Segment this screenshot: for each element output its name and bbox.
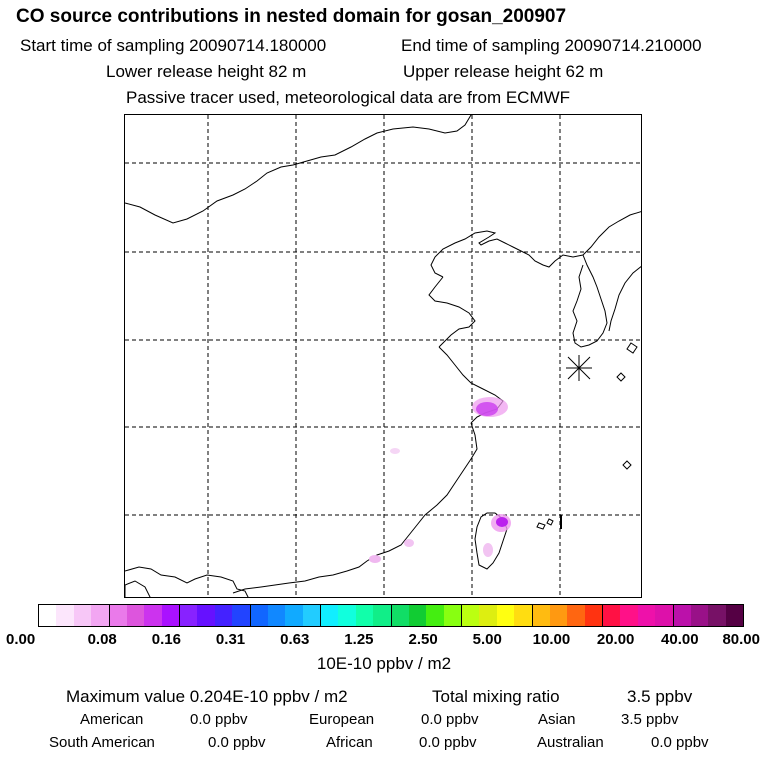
region-label: African [326, 734, 373, 751]
colorbar-segment [355, 605, 374, 626]
colorbar [38, 604, 744, 627]
region-label: European [309, 711, 375, 728]
plume-taiwan-inner [496, 517, 508, 527]
region-value: 0.0 ppbv [651, 734, 709, 751]
colorbar-segment [462, 605, 480, 626]
start-time-label: Start time of sampling 20090714.180000 [20, 36, 327, 55]
colorbar-segment [214, 605, 233, 626]
colorbar-tick-label: 0.08 [87, 631, 117, 648]
colorbar-segment [426, 605, 444, 626]
end-time-label: End time of sampling 20090714.210000 [401, 36, 702, 55]
region-value: 0.0 ppbv [419, 734, 477, 751]
colorbar-tick-label: 0.63 [280, 631, 310, 648]
colorbar-segment [637, 605, 656, 626]
colorbar-segment [443, 605, 462, 626]
colorbar-segment [479, 605, 497, 626]
plume-fujian [404, 539, 414, 547]
total-mixing-value: 3.5 ppbv [627, 687, 693, 706]
region-value: 0.0 ppbv [421, 711, 479, 728]
colorbar-segment [197, 605, 215, 626]
map-title: CO source contributions in nested domain… [16, 6, 567, 27]
colorbar-segment [673, 605, 691, 626]
region-label: Asian [538, 711, 576, 728]
colorbar-segment [39, 605, 57, 626]
total-mixing-label: Total mixing ratio [432, 687, 560, 706]
colorbar-segment [232, 605, 251, 626]
region-label: South American [49, 734, 155, 751]
plume-shanghai-inner [476, 402, 498, 416]
colorbar-segment [56, 605, 74, 626]
colorbar-tick-label: 2.50 [408, 631, 438, 648]
maximum-value: Maximum value 0.204E-10 ppbv / m2 [66, 687, 348, 706]
colorbar-segment [391, 605, 409, 626]
colorbar-tick-label: 0.31 [215, 631, 246, 648]
colorbar-segment [708, 605, 726, 626]
colorbar-tick-label: 0.00 [6, 631, 36, 648]
concentration-field [369, 397, 511, 563]
map-graphic [125, 115, 641, 597]
colorbar-tick-label: 0.16 [151, 631, 181, 648]
colorbar-segment [321, 605, 339, 626]
colorbar-segment [250, 605, 268, 626]
region-value: 3.5 ppbv [621, 711, 679, 728]
colorbar-segment [514, 605, 533, 626]
colorbar-segment [285, 605, 303, 626]
colorbar-segment [338, 605, 356, 626]
colorbar-tick-label: 40.00 [661, 631, 699, 648]
receptor-marker [566, 355, 592, 381]
plume-taiwan-south [483, 543, 493, 557]
colorbar-segment [91, 605, 110, 626]
tracer-note: Passive tracer used, meteorological data… [126, 88, 571, 107]
colorbar-segment [373, 605, 392, 626]
colorbar-tick-label: 5.00 [472, 631, 502, 648]
colorbar-segment [496, 605, 515, 626]
colorbar-segment [603, 605, 621, 626]
lat-lon-grid [125, 115, 641, 597]
colorbar-segment [725, 605, 743, 626]
region-value: 0.0 ppbv [190, 711, 248, 728]
plume-inland [390, 448, 400, 454]
colorbar-segment [126, 605, 145, 626]
colorbar-unit: 10E-10 ppbv / m2 [316, 654, 452, 673]
region-label: American [80, 711, 144, 728]
colorbar-tick-label: 20.00 [596, 631, 635, 648]
colorbar-segment [109, 605, 127, 626]
colorbar-segment [73, 605, 92, 626]
plume-guangdong [369, 555, 381, 563]
upper-release-height-label: Upper release height 62 m [403, 62, 604, 81]
colorbar-segment [584, 605, 603, 626]
region-label: Australian [537, 734, 604, 751]
region-value: 0.0 ppbv [208, 734, 266, 751]
colorbar-segment [690, 605, 709, 626]
colorbar-segment [655, 605, 674, 626]
colorbar-segment [161, 605, 180, 626]
lower-release-height-label: Lower release height 82 m [106, 62, 307, 81]
colorbar-tick-label: 1.25 [344, 631, 374, 648]
colorbar-tick-label: 10.00 [532, 631, 571, 648]
colorbar-segment [144, 605, 162, 626]
colorbar-segment [549, 605, 568, 626]
colorbar-segment [567, 605, 585, 626]
colorbar-segment [532, 605, 550, 626]
colorbar-segment [302, 605, 321, 626]
station-tick-mark [560, 515, 562, 529]
colorbar-segment [180, 605, 198, 626]
colorbar-segment [408, 605, 427, 626]
map-panel [124, 114, 642, 598]
colorbar-segment [267, 605, 286, 626]
colorbar-tick-label: 80.00 [722, 631, 760, 648]
colorbar-segment [620, 605, 638, 626]
